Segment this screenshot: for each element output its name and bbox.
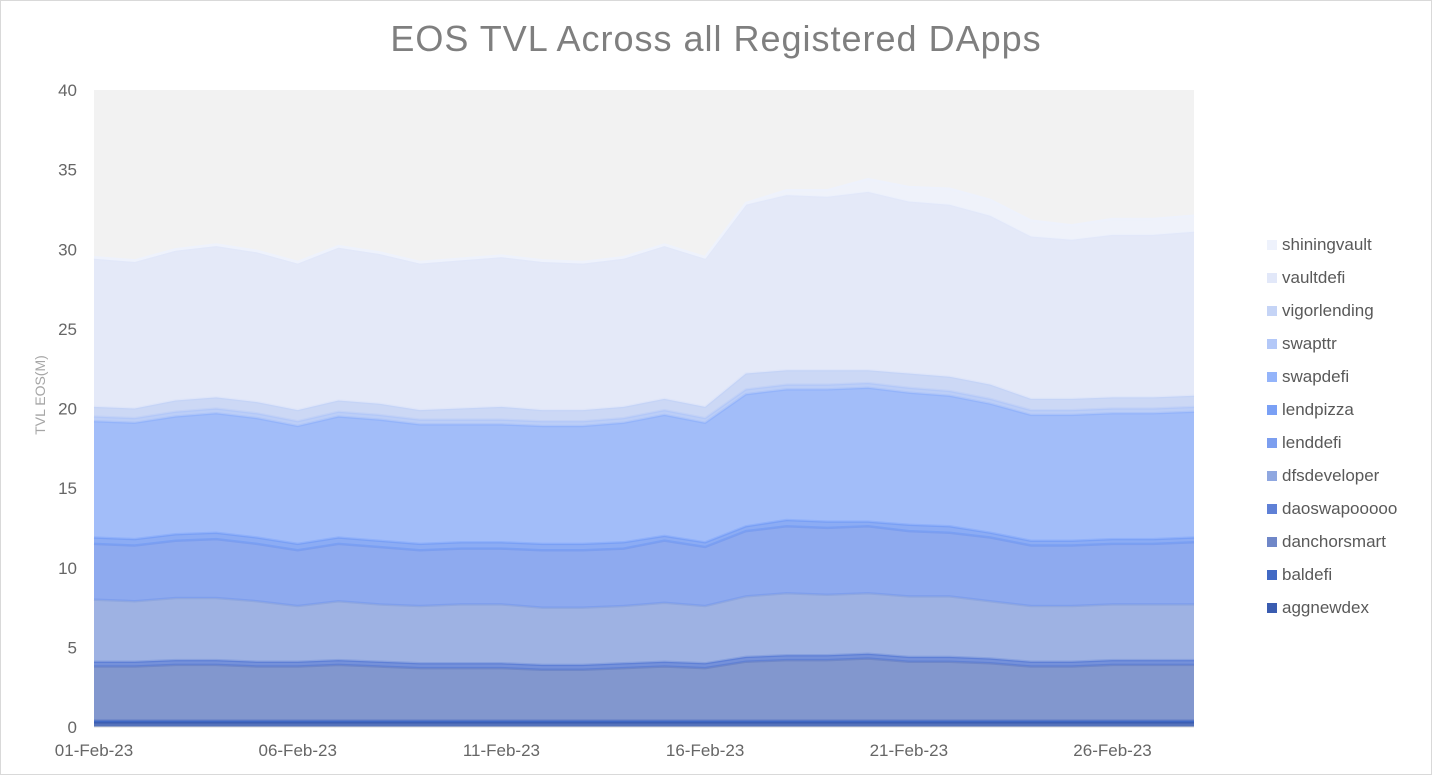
- legend-item-aggnewdex: aggnewdex: [1267, 591, 1397, 624]
- legend-swatch: [1267, 305, 1277, 316]
- legend-item-daoswapooooo: daoswapooooo: [1267, 492, 1397, 525]
- x-tick-label: 21-Feb-23: [870, 741, 948, 760]
- area-vaultdefi: [94, 191, 1194, 411]
- legend-item-swapdefi: swapdefi: [1267, 360, 1397, 393]
- legend-swatch: [1267, 569, 1277, 580]
- y-tick-label: 20: [58, 400, 77, 419]
- y-tick-label: 35: [58, 161, 77, 180]
- legend-swatch: [1267, 602, 1277, 613]
- legend-label: baldefi: [1282, 564, 1333, 584]
- legend-label: danchorsmart: [1282, 531, 1386, 551]
- y-axis-ticks: 0 5 10 15 20 25 30 35 40: [58, 81, 77, 737]
- y-tick-label: 10: [58, 559, 77, 578]
- legend-swatch: [1267, 536, 1277, 547]
- area-danchorsmart: [94, 658, 1194, 721]
- legend-item-vaultdefi: vaultdefi: [1267, 261, 1397, 294]
- legend-swatch: [1267, 239, 1277, 250]
- area-shiningvault: [94, 179, 1194, 264]
- legend-swatch: [1267, 338, 1277, 349]
- legend: shiningvault vaultdefi vigorlending swapttr…: [1267, 228, 1397, 624]
- area-edge-shiningvault: [93, 177, 1195, 264]
- y-tick-label: 40: [58, 81, 77, 100]
- legend-item-vigorlending: vigorlending: [1267, 294, 1397, 327]
- legend-label: swapttr: [1282, 333, 1337, 353]
- area-series-group: [93, 177, 1195, 727]
- y-tick-label: 25: [58, 320, 77, 339]
- legend-item-baldefi: baldefi: [1267, 558, 1397, 591]
- legend-item-lenddefi: lenddefi: [1267, 426, 1397, 459]
- x-tick-label: 11-Feb-23: [463, 741, 540, 760]
- area-lendpizza: [94, 520, 1194, 551]
- chart-title: EOS TVL Across all Registered DApps: [390, 18, 1042, 59]
- legend-swatch: [1267, 470, 1277, 481]
- x-axis-ticks: 01-Feb-23 06-Feb-23 11-Feb-23 16-Feb-23 21-F…: [55, 741, 1152, 760]
- legend-swatch: [1267, 404, 1277, 415]
- x-tick-label: 01-Feb-23: [55, 741, 133, 760]
- legend-label: shiningvault: [1282, 234, 1372, 254]
- legend-item-lendpizza: lendpizza: [1267, 393, 1397, 426]
- legend-label: dfsdeveloper: [1282, 465, 1380, 485]
- legend-label: daoswapooooo: [1282, 498, 1398, 518]
- area-vigorlending: [94, 370, 1194, 422]
- area-dfsdeveloper: [94, 593, 1194, 665]
- y-tick-label: 0: [68, 718, 77, 737]
- legend-label: lendpizza: [1282, 399, 1354, 419]
- legend-swatch: [1267, 437, 1277, 448]
- x-tick-label: 26-Feb-23: [1073, 741, 1151, 760]
- x-tick-label: 16-Feb-23: [666, 741, 744, 760]
- legend-item-dfsdeveloper: dfsdeveloper: [1267, 459, 1397, 492]
- legend-item-swapttr: swapttr: [1267, 327, 1397, 360]
- y-tick-label: 5: [68, 638, 77, 657]
- area-swapdefi: [94, 387, 1194, 544]
- legend-swatch: [1267, 371, 1277, 382]
- legend-item-danchorsmart: danchorsmart: [1267, 525, 1397, 558]
- legend-swatch: [1267, 272, 1277, 283]
- y-tick-label: 15: [58, 479, 77, 498]
- legend-item-shiningvault: shiningvault: [1267, 228, 1397, 261]
- legend-label: lenddefi: [1282, 432, 1342, 452]
- y-tick-label: 30: [58, 240, 77, 259]
- legend-label: swapdefi: [1282, 366, 1350, 386]
- legend-label: vigorlending: [1282, 300, 1374, 320]
- legend-label: aggnewdex: [1282, 597, 1369, 617]
- legend-label: vaultdefi: [1282, 267, 1346, 287]
- x-tick-label: 06-Feb-23: [258, 741, 336, 760]
- legend-swatch: [1267, 503, 1277, 514]
